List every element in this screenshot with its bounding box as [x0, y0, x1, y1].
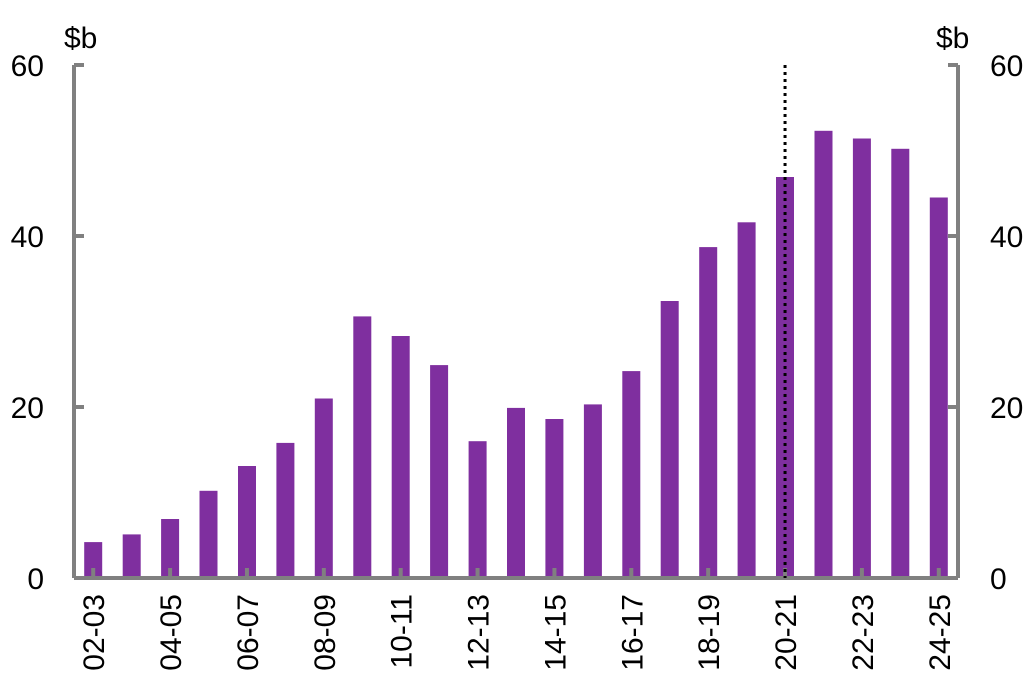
y-tick-labels-group: 0 0 20 20 40 40 60 60 — [11, 50, 1024, 596]
bar-03-04 — [122, 534, 141, 578]
bar-05-06 — [199, 490, 218, 578]
x-tick-label: 22-23 — [847, 594, 880, 671]
right-y-tick-label: 20 — [990, 392, 1023, 425]
x-tick-label: 12-13 — [463, 594, 496, 671]
right-axis-unit: $b — [936, 22, 969, 55]
bar-22-23 — [852, 138, 871, 578]
bar-08-09 — [314, 398, 333, 578]
bar-02-03 — [84, 542, 103, 578]
x-tick-label: 24-25 — [924, 594, 957, 671]
bar-10-11 — [391, 336, 410, 578]
right-y-tick-label: 40 — [990, 221, 1023, 254]
bar-16-17 — [622, 371, 641, 578]
x-tick-label: 10-11 — [386, 594, 419, 669]
bars-group — [84, 130, 948, 579]
bar-23-24 — [891, 148, 910, 579]
x-tick-label: 06-07 — [232, 594, 265, 671]
left-y-tick-label: 60 — [11, 50, 44, 83]
x-tick-label: 08-09 — [309, 594, 342, 671]
x-tick-label: 20-21 — [770, 594, 803, 671]
bar-04-05 — [161, 519, 180, 578]
bar-06-07 — [238, 466, 256, 578]
bar-12-13 — [468, 441, 487, 578]
x-tick-label: 14-15 — [539, 594, 572, 671]
x-tick-label: 04-05 — [155, 594, 188, 671]
x-tick-label: 16-17 — [616, 594, 649, 671]
bar-11-12 — [430, 365, 449, 578]
bar-24-25 — [929, 197, 948, 578]
bar-15-16 — [583, 404, 602, 578]
bar-18-19 — [699, 247, 718, 578]
left-y-tick-label: 40 — [11, 221, 44, 254]
bar-09-10 — [353, 316, 372, 578]
x-tick-label: 02-03 — [78, 594, 111, 671]
bar-17-18 — [660, 301, 679, 578]
left-axis-unit: $b — [64, 22, 97, 55]
right-y-tick-label: 60 — [990, 50, 1023, 83]
right-y-tick-label: 0 — [990, 563, 1007, 596]
left-y-tick-label: 20 — [11, 392, 44, 425]
bar-14-15 — [545, 419, 564, 578]
x-tick-label: 18-19 — [693, 594, 726, 671]
bar-21-22 — [814, 130, 833, 579]
bar-13-14 — [507, 407, 525, 578]
left-y-tick-label: 0 — [27, 563, 44, 596]
x-tick-labels-group: 02-03 04-05 06-07 08-09 10-11 12-13 14-15 16-17… — [78, 594, 957, 671]
bar-07-08 — [276, 442, 295, 578]
bar-20-21 — [776, 177, 794, 578]
tick-marks-group — [74, 63, 958, 580]
bar-19-20 — [737, 222, 756, 579]
